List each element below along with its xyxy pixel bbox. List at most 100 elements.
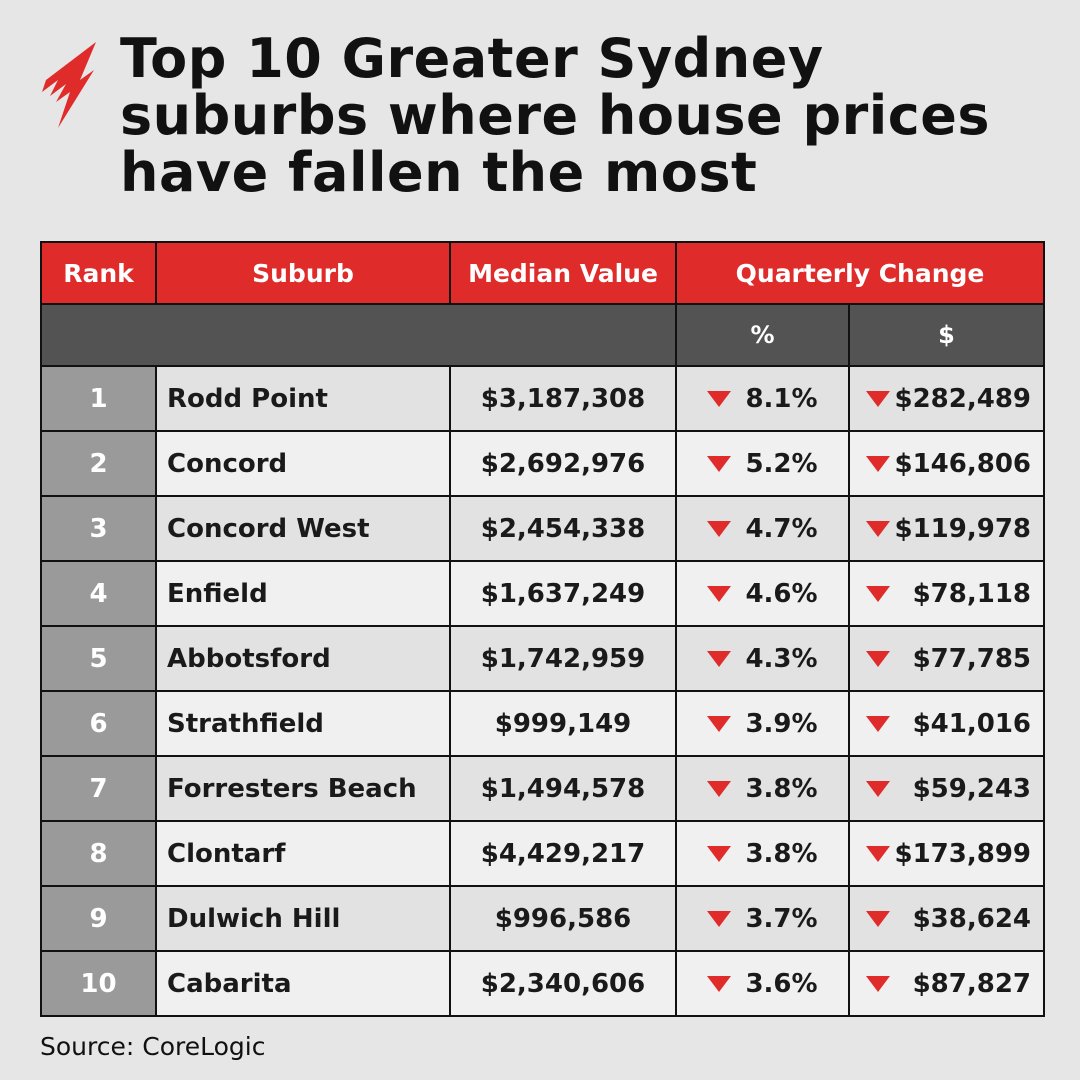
down-triangle-icon [707,716,732,732]
dollar-change-cell: $77,785 [848,625,1045,692]
dollar-change-value: $78,118 [912,578,1031,609]
suburb-cell: Enfield [155,560,451,627]
percent-change-cell: 3.8% [675,755,850,822]
down-triangle-icon [866,391,890,407]
suburb-cell: Concord [155,430,451,497]
dollar-change-value: $59,243 [912,773,1031,804]
suburb-cell: Strathfield [155,690,451,757]
table-row: 3 Concord West $2,454,338 4.7% $119,978 [40,495,1045,562]
percent-change-value: 3.9% [745,708,818,739]
down-triangle-icon [707,391,732,407]
header-rank: Rank [40,241,157,305]
dollar-change-value: $119,978 [894,513,1031,544]
data-table: Rank Suburb Median Value Quarterly Chang… [40,241,1045,1017]
suburb-cell: Forresters Beach [155,755,451,822]
down-triangle-icon [707,911,732,927]
rank-cell: 4 [40,560,157,627]
percent-change-cell: 3.9% [675,690,850,757]
table-row: 10 Cabarita $2,340,606 3.6% $87,827 [40,950,1045,1017]
dollar-change-value: $173,899 [894,838,1031,869]
table-row: 5 Abbotsford $1,742,959 4.3% $77,785 [40,625,1045,692]
suburb-cell: Cabarita [155,950,451,1017]
percent-change-value: 3.8% [745,838,818,869]
median-value-cell: $4,429,217 [449,820,677,887]
median-value-cell: $3,187,308 [449,365,677,432]
down-triangle-icon [866,781,890,797]
down-triangle-icon [866,521,890,537]
percent-change-cell: 3.8% [675,820,850,887]
percent-change-value: 3.6% [745,968,818,999]
median-value-cell: $1,742,959 [449,625,677,692]
dollar-change-cell: $87,827 [848,950,1045,1017]
subheader-blank [40,303,677,367]
dollar-change-value: $282,489 [894,383,1031,414]
header-suburb: Suburb [155,241,451,305]
header-median-value: Median Value [449,241,677,305]
median-value-cell: $1,494,578 [449,755,677,822]
table-row: 1 Rodd Point $3,187,308 8.1% $282,489 [40,365,1045,432]
percent-change-cell: 8.1% [675,365,850,432]
dollar-change-value: $77,785 [912,643,1031,674]
suburb-cell: Clontarf [155,820,451,887]
percent-change-cell: 3.7% [675,885,850,952]
percent-change-cell: 5.2% [675,430,850,497]
down-triangle-icon [866,586,890,602]
rank-cell: 3 [40,495,157,562]
rank-cell: 9 [40,885,157,952]
down-triangle-icon [866,456,890,472]
percent-change-value: 8.1% [745,383,818,414]
down-triangle-icon [866,846,890,862]
median-value-cell: $2,340,606 [449,950,677,1017]
dollar-change-value: $41,016 [912,708,1031,739]
percent-change-value: 3.8% [745,773,818,804]
dollar-change-cell: $173,899 [848,820,1045,887]
median-value-cell: $996,586 [449,885,677,952]
table-row: 9 Dulwich Hill $996,586 3.7% $38,624 [40,885,1045,952]
suburb-cell: Rodd Point [155,365,451,432]
suburb-cell: Concord West [155,495,451,562]
page-title: Top 10 Greater Sydney suburbs where hous… [120,27,991,204]
dollar-change-cell: $146,806 [848,430,1045,497]
rank-cell: 7 [40,755,157,822]
down-triangle-icon [707,846,732,862]
dollar-change-value: $87,827 [912,968,1031,999]
source-note: Source: CoreLogic [40,1032,266,1061]
dollar-change-value: $38,624 [912,903,1031,934]
down-triangle-icon [707,651,732,667]
dollar-change-cell: $38,624 [848,885,1045,952]
dollar-change-cell: $59,243 [848,755,1045,822]
down-triangle-icon [866,911,890,927]
percent-change-value: 4.3% [745,643,818,674]
percent-change-cell: 3.6% [675,950,850,1017]
dollar-change-value: $146,806 [894,448,1031,479]
table-row: 2 Concord $2,692,976 5.2% $146,806 [40,430,1045,497]
percent-change-value: 4.7% [745,513,818,544]
rank-cell: 6 [40,690,157,757]
suburb-cell: Abbotsford [155,625,451,692]
percent-change-cell: 4.3% [675,625,850,692]
percent-change-value: 5.2% [745,448,818,479]
down-triangle-icon [866,976,890,992]
dollar-change-cell: $41,016 [848,690,1045,757]
subheader-percent: % [675,303,850,367]
down-triangle-icon [866,716,890,732]
median-value-cell: $1,637,249 [449,560,677,627]
dollar-change-cell: $282,489 [848,365,1045,432]
median-value-cell: $999,149 [449,690,677,757]
table-row: 4 Enfield $1,637,249 4.6% $78,118 [40,560,1045,627]
median-value-cell: $2,692,976 [449,430,677,497]
suburb-cell: Dulwich Hill [155,885,451,952]
down-triangle-icon [707,456,732,472]
percent-change-cell: 4.6% [675,560,850,627]
header-quarterly-change: Quarterly Change [675,241,1045,305]
down-triangle-icon [707,586,732,602]
down-triangle-icon [707,521,732,537]
table-row: 6 Strathfield $999,149 3.9% $41,016 [40,690,1045,757]
sbs-logo [42,42,96,128]
table-row: 7 Forresters Beach $1,494,578 3.8% $59,243 [40,755,1045,822]
percent-change-cell: 4.7% [675,495,850,562]
down-triangle-icon [707,781,732,797]
table-row: 8 Clontarf $4,429,217 3.8% $173,899 [40,820,1045,887]
dollar-change-cell: $78,118 [848,560,1045,627]
percent-change-value: 3.7% [745,903,818,934]
